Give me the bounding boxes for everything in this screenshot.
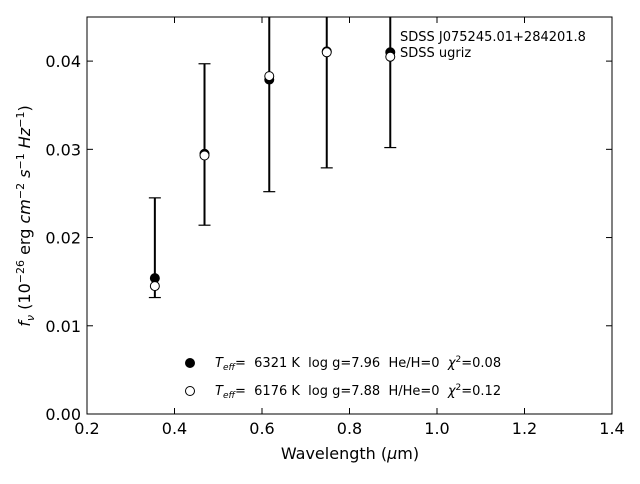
legend-entry-1: Teff= 6321 K log g=7.96 He/H=0 χ2=0.08 [215,355,501,373]
legend-marker-open [185,386,195,396]
annotation-photometry: SDSS ugriz [400,46,471,61]
x-tick-label: 1.2 [512,419,537,438]
x-tick-label: 1.4 [599,419,624,438]
annotation-object-name: SDSS J075245.01+284201.8 [400,30,586,45]
x-tick-label: 0.4 [162,419,187,438]
plot-layer: 0.2 0.4 0.6 0.8 1.0 1.2 1.4 0.00 0.01 0.02 0.03 0.0… [45,16,625,438]
y-tick-label: 0.02 [45,229,81,248]
x-tick-label: 1.0 [424,419,449,438]
legend: Teff= 6321 K log g=7.96 He/H=0 χ2=0.08 T… [185,355,501,401]
y-tick-label: 0.01 [45,317,81,336]
y-axis-label: fν (10−26 erg cm−2 s−1 Hz−1) [14,105,37,326]
y-tick-label: 0.04 [45,52,81,71]
x-tick-label: 0.2 [74,419,99,438]
data-point-open [199,150,210,161]
y-tick-label: 0.03 [45,140,81,159]
legend-marker-filled [185,358,195,368]
data-point-open [264,71,275,82]
plot-frame [86,16,613,415]
x-tick-label: 0.8 [337,419,362,438]
x-axis-label: Wavelength (μm) [281,444,419,463]
data-point-open [321,47,332,58]
data-point-open [149,281,160,292]
legend-entry-2: Teff= 6176 K log g=7.88 H/He=0 χ2=0.12 [215,383,501,401]
y-tick-label: 0.00 [45,405,81,424]
x-tick-label: 0.6 [249,419,274,438]
data-point-open [385,51,396,62]
